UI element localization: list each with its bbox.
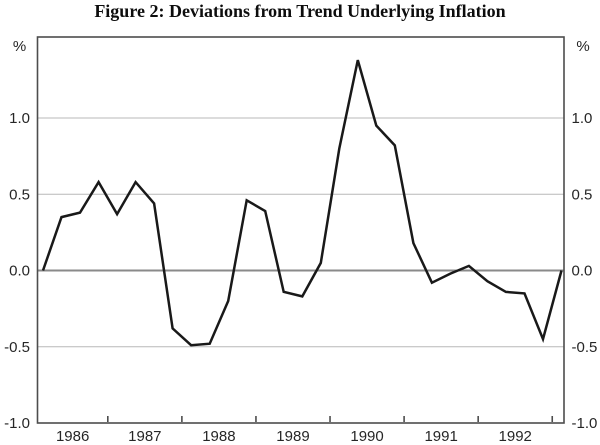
percent-label-left: % <box>13 38 26 55</box>
x-axis-label-1991: 1991 <box>424 428 457 445</box>
x-axis-label-1992: 1992 <box>499 428 532 445</box>
plot-frame <box>36 36 565 424</box>
y-axis-label-left--1.0: -1.0 <box>4 415 30 432</box>
x-axis-label-1989: 1989 <box>276 428 309 445</box>
y-axis-label-right-0.5: 0.5 <box>572 186 593 203</box>
y-axis-label-right-1.0: 1.0 <box>572 110 593 127</box>
x-axis-label-1990: 1990 <box>350 428 383 445</box>
x-axis-label-1987: 1987 <box>128 428 161 445</box>
x-axis-label-1988: 1988 <box>202 428 235 445</box>
y-axis-label-right--0.5: -0.5 <box>572 339 598 356</box>
y-axis-label-right--1.0: -1.0 <box>572 415 598 432</box>
x-axis-label-1986: 1986 <box>56 428 89 445</box>
percent-label-right: % <box>576 38 589 55</box>
y-axis-label-right-0.0: 0.0 <box>572 263 593 280</box>
chart-title: Figure 2: Deviations from Trend Underlyi… <box>94 1 506 21</box>
y-axis-label-left-0.0: 0.0 <box>9 263 30 280</box>
y-axis-label-left-1.0: 1.0 <box>9 110 30 127</box>
y-axis-label-left-0.5: 0.5 <box>9 186 30 203</box>
data-series-line <box>41 59 563 347</box>
y-axis-label-left--0.5: -0.5 <box>4 339 30 356</box>
